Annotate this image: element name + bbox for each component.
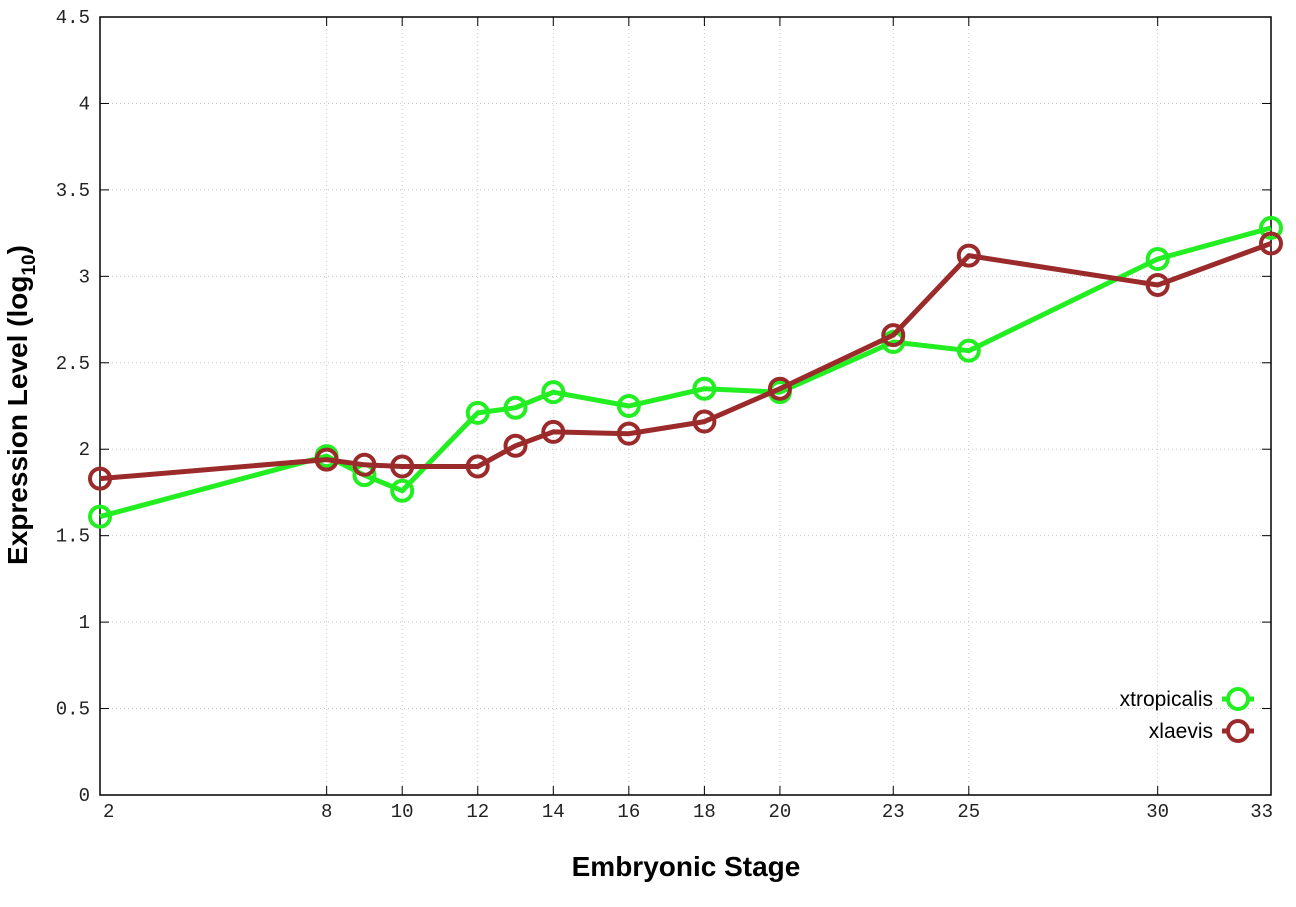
- grid: [100, 17, 1271, 795]
- legend-label: xtropicalis: [1120, 688, 1213, 711]
- y-axis-title-subscript: 10: [19, 254, 40, 275]
- y-tick-label: 4.5: [56, 7, 90, 29]
- x-tick-label: 33: [1250, 801, 1273, 823]
- data-point-xlaevis: [314, 447, 339, 472]
- data-point-xlaevis: [465, 454, 490, 479]
- x-tick-label: 16: [617, 801, 640, 823]
- y-axis-title-close: ): [2, 245, 33, 254]
- series-lines: [88, 215, 1283, 529]
- x-tick-label: 20: [769, 801, 792, 823]
- data-point-xtropicalis: [465, 400, 490, 425]
- series-line-xlaevis: [99, 241, 1272, 482]
- y-tick-label: 0: [79, 785, 90, 807]
- y-tick-label: 3: [79, 266, 90, 288]
- x-tick-label: 14: [542, 801, 565, 823]
- plot-area-frame: [99, 16, 1272, 796]
- data-point-xlaevis: [881, 323, 906, 348]
- data-point-xlaevis: [616, 421, 641, 446]
- legend-label: xlaevis: [1149, 720, 1213, 743]
- y-tick-label: 1.5: [56, 526, 90, 548]
- data-point-xlaevis: [352, 452, 377, 477]
- data-point-xtropicalis: [692, 376, 717, 401]
- data-point-xlaevis: [956, 243, 981, 268]
- y-axis-title: Expression Level (log10): [2, 245, 40, 565]
- data-point-xlaevis: [1145, 272, 1170, 297]
- data-point-xtropicalis: [541, 380, 566, 405]
- data-point-xtropicalis: [956, 338, 981, 363]
- x-axis-title: Embryonic Stage: [572, 851, 801, 882]
- data-point-xlaevis: [88, 466, 112, 491]
- data-point-xtropicalis: [616, 394, 641, 418]
- x-tick-label: 2: [103, 801, 114, 823]
- legend: xtropicalis xlaevis: [1120, 687, 1254, 743]
- x-tick-label: 30: [1146, 801, 1169, 823]
- data-point-xtropicalis: [88, 504, 112, 529]
- y-axis-title-main: Expression Level (log: [2, 276, 33, 565]
- y-tick-label: 4: [79, 93, 90, 115]
- y-tick-label: 1: [79, 612, 90, 634]
- data-point-xlaevis: [390, 454, 415, 479]
- data-point-xlaevis: [692, 409, 717, 434]
- x-tick-label: 23: [882, 801, 905, 823]
- data-point-xtropicalis: [503, 395, 528, 420]
- data-point-xtropicalis: [1259, 215, 1283, 240]
- y-tick-label: 3.5: [56, 180, 90, 202]
- legend-marker: [1226, 719, 1250, 743]
- y-tick-label: 0.5: [56, 699, 90, 721]
- axis-ticks: 0 0.5 1 1.5 2 2.5 3 3.5 4 4.5 2 8 10 12 14 16 18 20 23 25 30…: [56, 7, 1273, 823]
- data-point-xtropicalis: [1145, 247, 1170, 272]
- data-point-xtropicalis: [390, 478, 415, 503]
- data-point-xlaevis: [767, 376, 792, 401]
- x-tick-label: 18: [693, 801, 716, 823]
- series-line-xtropicalis: [99, 225, 1272, 520]
- data-point-xlaevis: [503, 433, 528, 458]
- x-tick-label: 25: [957, 801, 980, 823]
- y-tick-label: 2.5: [56, 353, 90, 375]
- y-tick-label: 2: [79, 439, 90, 461]
- x-tick-label: 10: [391, 801, 414, 823]
- legend-marker: [1226, 687, 1250, 711]
- data-point-xlaevis: [541, 419, 566, 444]
- x-tick-label: 8: [321, 801, 332, 823]
- x-tick-label: 12: [466, 801, 489, 823]
- data-point-xlaevis: [1259, 231, 1283, 256]
